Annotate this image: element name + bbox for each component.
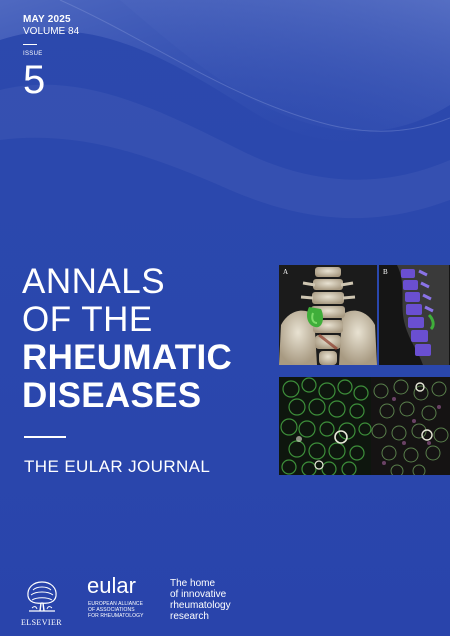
panel-a-label: A <box>283 268 289 276</box>
histology-fluorescence-image <box>279 377 450 475</box>
tagline: The home of innovative rheumatology rese… <box>170 578 231 622</box>
ct-spine-3d-image: A <box>279 265 377 365</box>
eular-description: EUROPEAN ALLIANCE OF ASSOCIATIONS FOR RH… <box>88 601 144 619</box>
tagline-line-1: The home <box>170 578 216 589</box>
cover-footer: ELSEVIER eular EUROPEAN ALLIANCE OF ASSO… <box>0 560 450 636</box>
title-line-2: OF THE <box>22 300 153 339</box>
issue-date: MAY 2025 <box>23 14 71 25</box>
publisher-name: ELSEVIER <box>21 618 62 627</box>
elsevier-tree-logo-icon <box>27 581 57 612</box>
issue-label: ISSUE <box>23 51 43 57</box>
sagittal-spine-image: B <box>379 265 450 365</box>
title-line-4: DISEASES <box>22 376 202 415</box>
issue-number: 5 <box>23 58 46 102</box>
panel-b-label: B <box>383 268 388 276</box>
divider <box>23 44 37 45</box>
eular-desc-line-3: FOR RHEUMATOLOGY <box>88 613 144 619</box>
eular-wordmark: eular <box>87 573 136 598</box>
title-line-3: RHEUMATIC <box>22 338 233 377</box>
eular-desc-line-1: EUROPEAN ALLIANCE <box>88 601 144 607</box>
journal-title: ANNALS OF THE RHEUMATIC DISEASES <box>22 263 232 415</box>
tagline-line-4: research <box>170 611 209 622</box>
title-divider <box>24 436 66 438</box>
tagline-line-3: rheumatology <box>170 600 231 611</box>
journal-subtitle: THE EULAR JOURNAL <box>24 457 211 476</box>
eular-desc-line-2: OF ASSOCIATIONS <box>88 607 135 613</box>
title-line-1: ANNALS <box>22 262 166 301</box>
volume-label: VOLUME 84 <box>23 26 80 37</box>
tagline-line-2: of innovative <box>170 589 227 600</box>
issue-info: MAY 2025 VOLUME 84 ISSUE 5 <box>23 14 79 101</box>
